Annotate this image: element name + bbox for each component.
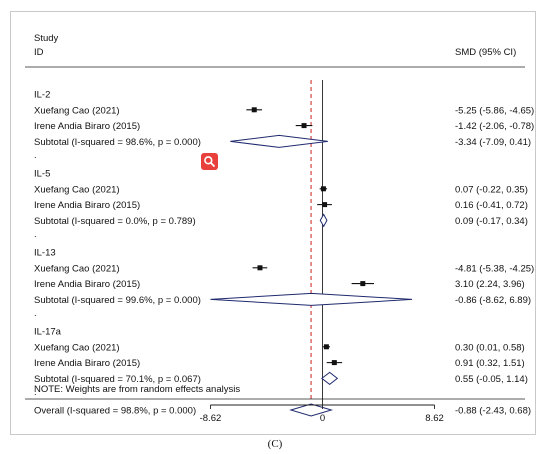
forest-plot-frame: Study ID SMD (95% CI) IL-2 Xuefang Cao (2021… [10, 11, 536, 435]
subtotal-diamond [321, 371, 339, 386]
study-point [331, 360, 337, 366]
zoom-button[interactable] [201, 153, 218, 170]
subtotal-ci-text: 0.09 (-0.17, 0.34) [455, 216, 528, 227]
group-separator-dot: . [34, 387, 37, 398]
study-label: Irene Andia Biraro (2015) [34, 358, 140, 369]
study-label: Irene Andia Biraro (2015) [34, 279, 140, 290]
subtotal-diamond [230, 134, 328, 148]
header-study-label: Study [34, 33, 59, 44]
group-label: IL-13 [34, 248, 56, 259]
subtotal-ci-text: 0.55 (-0.05, 1.14) [455, 374, 528, 385]
subtotal-ci-text: -3.34 (-7.09, 0.41) [455, 137, 531, 148]
study-point [322, 202, 328, 208]
x-axis-tick-label: -8.62 [200, 413, 222, 424]
study-point [323, 344, 329, 350]
study-label: Xuefang Cao (2021) [34, 184, 120, 195]
study-ci-text: 0.91 (0.32, 1.51) [455, 358, 525, 369]
group-separator-dot: . [34, 229, 37, 240]
subtotal-label: Subtotal (I-squared = 98.6%, p = 0.000) [34, 137, 201, 148]
subtotal-label: Subtotal (I-squared = 0.0%, p = 0.789) [34, 216, 196, 227]
overall-ci-text: -0.88 (-2.43, 0.68) [455, 406, 531, 417]
subtotal-ci-text: -0.86 (-8.62, 6.89) [455, 295, 531, 306]
magnifier-icon [204, 156, 215, 167]
header-effect-label: SMD (95% CI) [455, 47, 516, 58]
group-separator-dot: . [34, 308, 37, 319]
study-point [320, 186, 326, 192]
overall-label: Overall (I-squared = 98.8%, p = 0.000) [34, 406, 196, 417]
study-point [251, 107, 257, 113]
study-label: Xuefang Cao (2021) [34, 263, 120, 274]
group-separator-dot: . [34, 150, 37, 161]
study-ci-text: -1.42 (-2.06, -0.78) [455, 121, 534, 132]
study-point [257, 265, 263, 271]
study-ci-text: 3.10 (2.24, 3.96) [455, 279, 525, 290]
subtotal-label: Subtotal (I-squared = 70.1%, p = 0.067) [34, 374, 201, 385]
study-ci-text: -4.81 (-5.38, -4.25) [455, 263, 534, 274]
x-axis-tick-label: 0 [320, 413, 325, 424]
study-ci-text: 0.30 (0.01, 0.58) [455, 342, 525, 353]
study-ci-text: -5.25 (-5.86, -4.65) [455, 105, 534, 116]
study-point [301, 123, 307, 129]
header-id-label: ID [34, 47, 44, 58]
overall-diamond [289, 403, 334, 417]
study-point [360, 281, 366, 287]
subtotal-label: Subtotal (I-squared = 99.6%, p = 0.000) [34, 295, 201, 306]
group-label: IL-2 [34, 90, 50, 101]
study-ci-text: 0.07 (-0.22, 0.35) [455, 184, 528, 195]
group-label: IL-5 [34, 169, 50, 180]
study-label: Xuefang Cao (2021) [34, 105, 120, 116]
x-axis-tick-label: 8.62 [425, 413, 444, 424]
group-label: IL-17a [34, 327, 62, 338]
note-text: NOTE: Weights are from random effects an… [34, 384, 240, 395]
subtotal-diamond [210, 292, 413, 306]
study-label: Irene Andia Biraro (2015) [34, 200, 140, 211]
figure-caption: (C) [267, 438, 283, 450]
study-ci-text: 0.16 (-0.41, 0.72) [455, 200, 528, 211]
study-label: Xuefang Cao (2021) [34, 342, 120, 353]
subtotal-diamond [319, 213, 328, 228]
forest-plot: Study ID SMD (95% CI) IL-2 Xuefang Cao (2021… [25, 33, 534, 424]
study-label: Irene Andia Biraro (2015) [34, 121, 140, 132]
